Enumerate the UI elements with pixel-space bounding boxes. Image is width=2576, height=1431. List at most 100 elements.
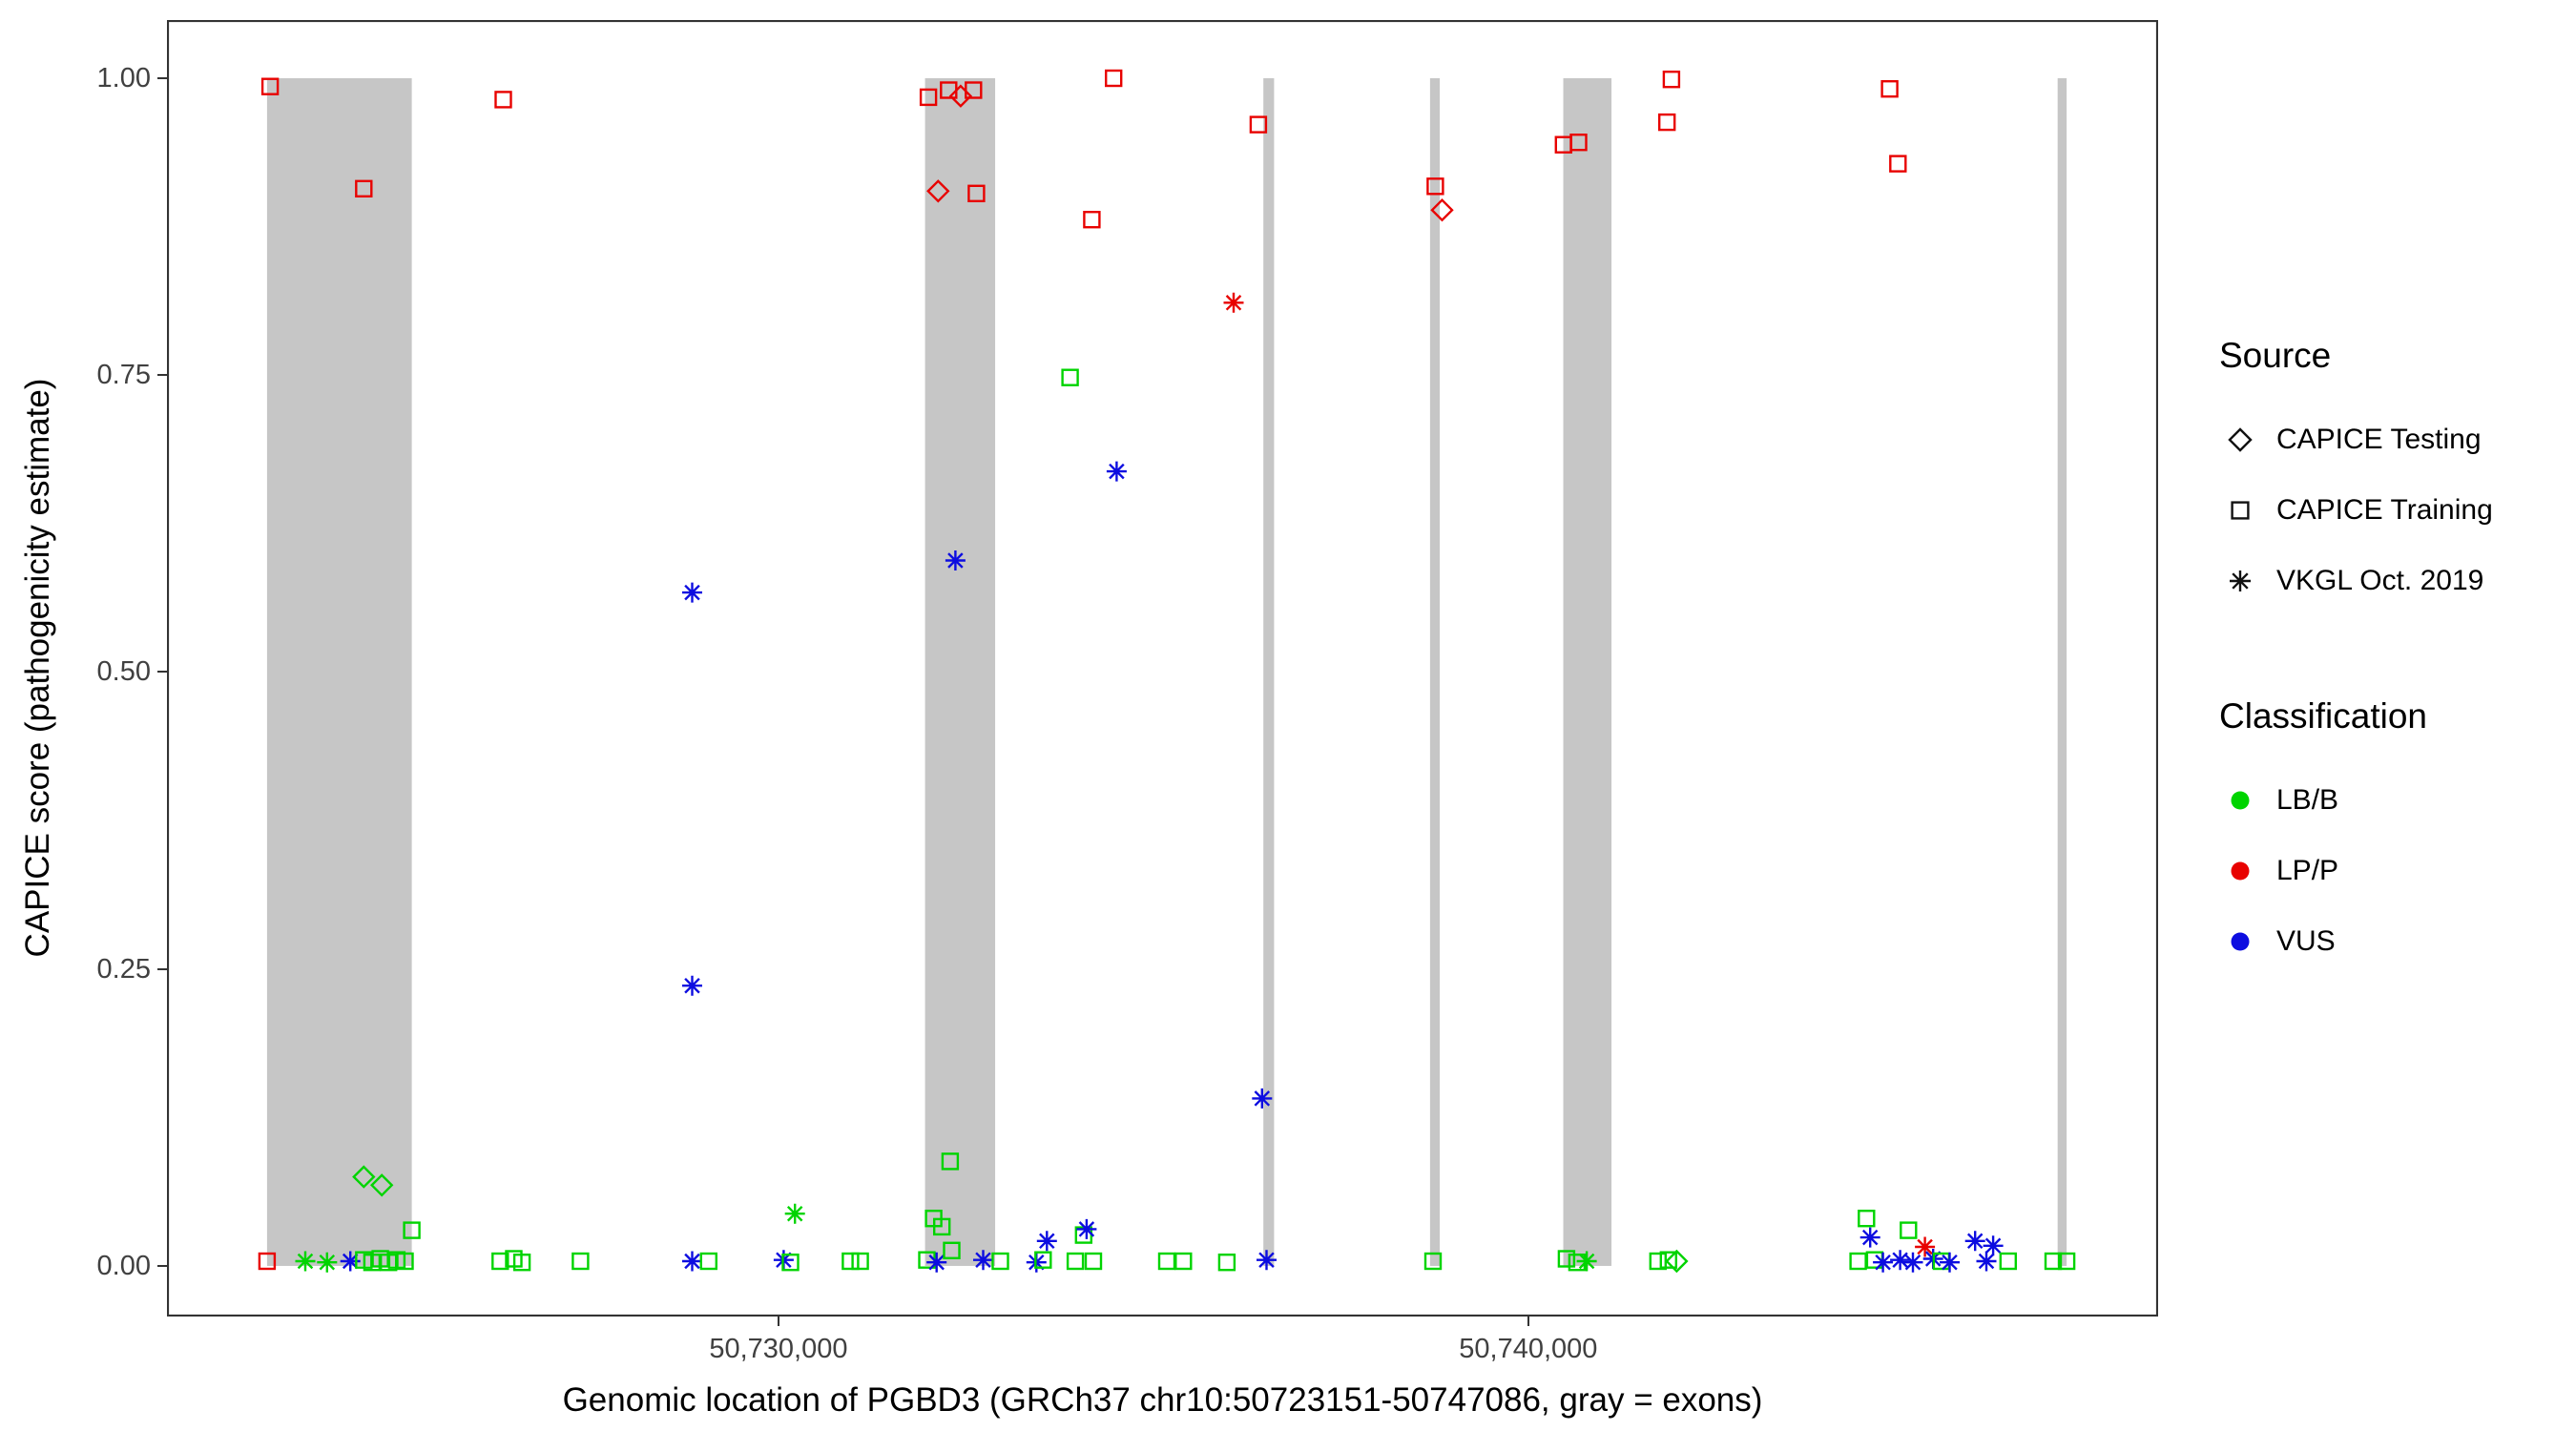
- blue-circle-icon: [2231, 932, 2250, 951]
- data-point: [1873, 1252, 1894, 1273]
- data-point: [682, 582, 702, 603]
- data-point: [941, 1152, 960, 1171]
- x-tick-label: 50,730,000: [709, 1334, 848, 1364]
- y-tick-label: 0.75: [96, 360, 151, 391]
- data-point: [1066, 1252, 1085, 1271]
- data-point: [1900, 1221, 1918, 1239]
- panel-border: [167, 20, 2158, 1317]
- data-point: [926, 179, 950, 203]
- data-point: [317, 1252, 338, 1273]
- data-point: [1105, 69, 1123, 88]
- legend-item-label: LP/P: [2276, 855, 2339, 886]
- data-point: [403, 1221, 421, 1239]
- legend-item-lbb: LB/B: [2219, 765, 2493, 836]
- x-tick-mark: [1527, 1317, 1529, 1326]
- data-point: [851, 1252, 869, 1271]
- scatter-plot: [167, 20, 2158, 1317]
- legend-source: Source CAPICE Testing CAPICE Training VK…: [2219, 336, 2493, 616]
- exon-band: [2057, 78, 2067, 1266]
- exon-band: [1263, 78, 1275, 1266]
- red-circle-icon: [2231, 861, 2250, 881]
- data-point: [1662, 71, 1681, 89]
- data-point: [1557, 1250, 1576, 1268]
- data-point: [352, 1165, 376, 1189]
- data-point: [1964, 1231, 1985, 1252]
- legend: Source CAPICE Testing CAPICE Training VK…: [2219, 336, 2493, 977]
- data-point: [1034, 1251, 1052, 1269]
- y-tick-mark: [157, 77, 167, 79]
- data-point: [1915, 1236, 1936, 1257]
- asterisk-icon: [2229, 570, 2252, 592]
- y-tick-mark: [157, 374, 167, 377]
- data-point: [919, 88, 938, 107]
- legend-classification-title: Classification: [2219, 696, 2427, 736]
- legend-item-label: LB/B: [2276, 784, 2339, 816]
- legend-item-capice-training: CAPICE Training: [2219, 475, 2493, 546]
- data-point: [926, 1252, 947, 1273]
- legend-item-label: CAPICE Training: [2276, 494, 2493, 526]
- data-point: [1665, 1249, 1689, 1274]
- data-point: [781, 1253, 800, 1272]
- y-tick-mark: [157, 967, 167, 970]
- diamond-icon: [2228, 427, 2253, 452]
- data-point: [1880, 79, 1899, 98]
- legend-classification: Classification LB/B LP/P VUS: [2219, 696, 2493, 977]
- data-point: [355, 179, 373, 198]
- green-circle-icon: [2231, 791, 2250, 810]
- data-point: [1999, 1252, 2018, 1271]
- y-tick-label: 0.50: [96, 656, 151, 688]
- data-point: [933, 1217, 951, 1236]
- data-point: [370, 1173, 394, 1197]
- data-point: [340, 1251, 361, 1272]
- data-point: [1076, 1218, 1097, 1239]
- square-icon: [2231, 501, 2250, 520]
- y-tick-label: 0.00: [96, 1250, 151, 1281]
- legend-item-label: CAPICE Testing: [2276, 424, 2482, 455]
- data-point: [1859, 1227, 1880, 1248]
- data-point: [1430, 198, 1454, 222]
- legend-item-label: VUS: [2276, 925, 2336, 957]
- y-tick-label: 1.00: [96, 63, 151, 93]
- data-point: [1889, 155, 1907, 173]
- legend-item-lpp: LP/P: [2219, 836, 2493, 906]
- data-point: [1157, 1252, 1176, 1271]
- data-point: [2057, 1252, 2076, 1271]
- data-point: [1423, 1252, 1443, 1271]
- data-point: [682, 1251, 702, 1272]
- data-point: [945, 550, 966, 570]
- data-point: [784, 1203, 805, 1224]
- x-axis-title: Genomic location of PGBD3 (GRCh37 chr10:…: [562, 1381, 1763, 1419]
- data-point: [1252, 1088, 1273, 1109]
- data-point: [965, 81, 983, 99]
- legend-item-label: VKGL Oct. 2019: [2276, 565, 2484, 596]
- legend-item-capice-testing: CAPICE Testing: [2219, 404, 2493, 475]
- data-point: [1036, 1231, 1057, 1252]
- data-point: [1659, 1251, 1678, 1269]
- data-point: [948, 84, 973, 108]
- data-point: [1249, 115, 1268, 134]
- data-point: [1223, 292, 1244, 313]
- data-point: [1083, 210, 1101, 229]
- data-point: [260, 77, 280, 95]
- data-point: [1657, 113, 1676, 132]
- x-tick-mark: [777, 1317, 779, 1326]
- exon-band: [924, 78, 996, 1266]
- data-point: [1902, 1252, 1923, 1273]
- data-point: [1983, 1235, 2004, 1256]
- data-point: [943, 1241, 961, 1260]
- data-point: [682, 975, 702, 996]
- data-point: [1858, 1209, 1876, 1228]
- data-point: [1106, 461, 1127, 482]
- exon-band: [266, 78, 412, 1266]
- data-point: [1174, 1252, 1193, 1271]
- data-point: [571, 1252, 590, 1271]
- data-point: [1257, 1250, 1277, 1271]
- legend-item-vus: VUS: [2219, 906, 2493, 977]
- data-point: [841, 1252, 860, 1271]
- data-point: [1576, 1251, 1597, 1272]
- exon-band: [1563, 78, 1612, 1266]
- data-point: [1940, 1252, 1960, 1273]
- legend-item-vkgl: VKGL Oct. 2019: [2219, 546, 2493, 616]
- y-tick-label: 0.25: [96, 953, 151, 985]
